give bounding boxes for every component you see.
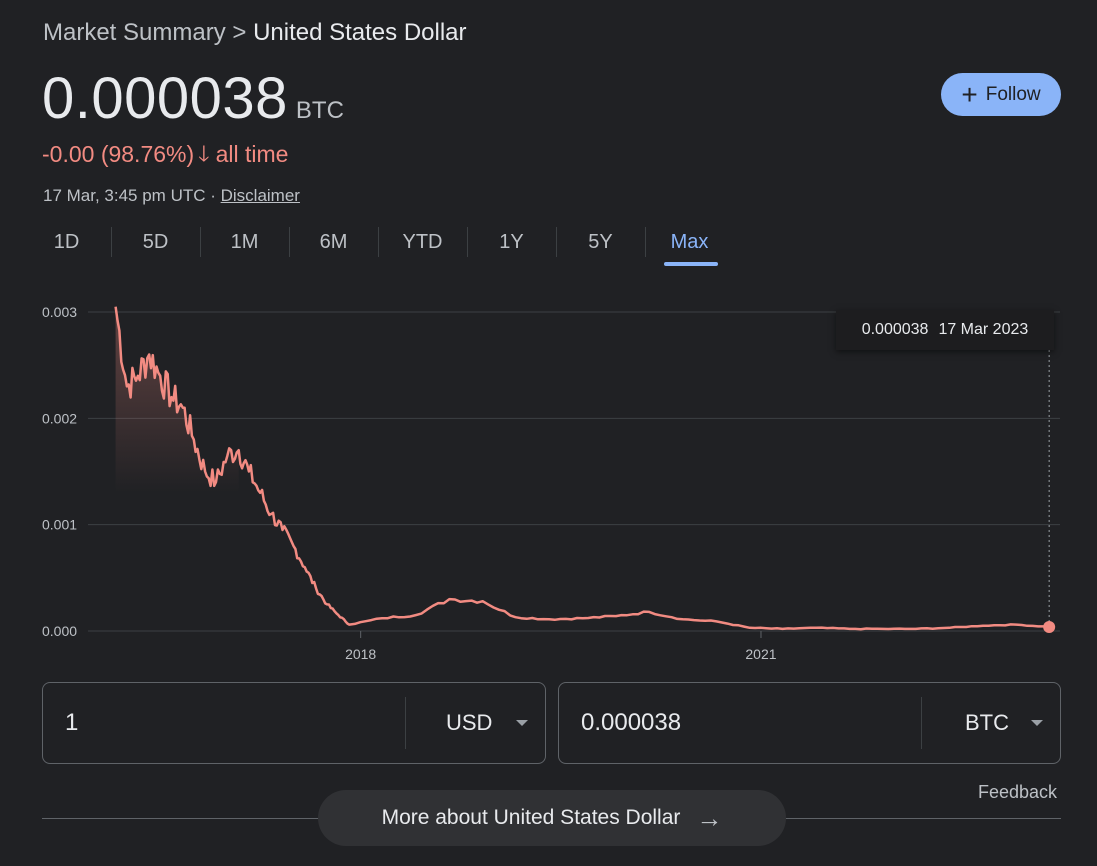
range-tab-5y[interactable]: 5Y <box>556 222 645 262</box>
converter-divider <box>405 697 406 749</box>
converter-to-currency-select[interactable]: BTC <box>965 710 1009 735</box>
chart-current-point <box>1043 620 1056 633</box>
chart-tooltip: 0.000038 17 Mar 2023 <box>836 310 1054 350</box>
timestamp-row: 17 Mar, 3:45 pm UTC · Disclaimer <box>43 184 300 208</box>
y-tick-label: 0.003 <box>42 304 77 320</box>
price-change: -0.00 (98.76%) 🡓 all time <box>42 139 288 169</box>
y-tick-label: 0.002 <box>42 410 77 426</box>
breadcrumb-current: United States Dollar <box>253 19 467 46</box>
range-tab-1m[interactable]: 1M <box>200 222 289 262</box>
converter-to-input[interactable]: 0.000038 <box>581 709 682 736</box>
follow-label: Follow <box>985 83 1041 105</box>
tooltip-value: 0.000038 <box>861 321 929 338</box>
chart-area-fill <box>115 306 239 493</box>
change-value: -0.00 (98.76%) <box>42 141 195 167</box>
feedback-link[interactable]: Feedback <box>978 782 1058 802</box>
chevron-down-icon[interactable] <box>1031 720 1043 726</box>
plus-icon: + <box>961 78 978 110</box>
range-tabs: 1D 5D 1M 6M YTD 1Y 5Y Max <box>22 222 734 266</box>
timestamp: 17 Mar, 3:45 pm UTC · <box>43 186 216 205</box>
price-unit: BTC <box>295 97 344 124</box>
breadcrumb: Market Summary > United States Dollar <box>43 18 467 48</box>
disclaimer-link[interactable]: Disclaimer <box>220 186 300 205</box>
price-chart[interactable]: 0.003 0.002 0.001 0.000 2018 2021 <box>0 280 1097 670</box>
follow-button[interactable]: + Follow <box>941 73 1061 116</box>
range-tab-ytd[interactable]: YTD <box>378 222 467 262</box>
more-about-button[interactable]: More about United States Dollar → <box>318 790 786 846</box>
arrow-down-icon: 🡓 <box>198 141 210 166</box>
converter-from: 1 USD <box>42 682 546 764</box>
price-row: 0.000038 BTC <box>42 66 344 132</box>
y-tick-label: 0.000 <box>42 623 77 639</box>
converter-from-input[interactable]: 1 <box>65 709 79 736</box>
tooltip-date: 17 Mar 2023 <box>938 321 1029 338</box>
range-tab-1d[interactable]: 1D <box>53 230 80 253</box>
more-about-label: More about United States Dollar <box>381 806 681 829</box>
y-tick-label: 0.001 <box>42 517 77 533</box>
breadcrumb-parent[interactable]: Market Summary <box>43 19 226 46</box>
price-chart-svg: 0.003 0.002 0.001 0.000 2018 2021 <box>42 304 1060 662</box>
chart-series-line <box>114 306 1050 631</box>
arrow-right-icon: → <box>696 802 723 833</box>
x-tick-label: 2018 <box>345 646 376 662</box>
converter-from-currency-select[interactable]: USD <box>446 710 493 735</box>
change-period: all time <box>215 141 289 167</box>
chevron-down-icon[interactable] <box>516 720 528 726</box>
range-tab-6m[interactable]: 6M <box>289 222 378 262</box>
x-tick-label: 2021 <box>745 646 776 662</box>
range-tab-5d[interactable]: 5D <box>111 222 200 262</box>
range-tab-1y[interactable]: 1Y <box>467 222 556 262</box>
converter-to: 0.000038 BTC <box>558 682 1061 764</box>
range-tab-max[interactable]: Max <box>645 222 734 266</box>
price-value: 0.000038 <box>42 66 288 131</box>
breadcrumb-separator: > <box>232 19 247 46</box>
converter-divider <box>921 697 922 749</box>
